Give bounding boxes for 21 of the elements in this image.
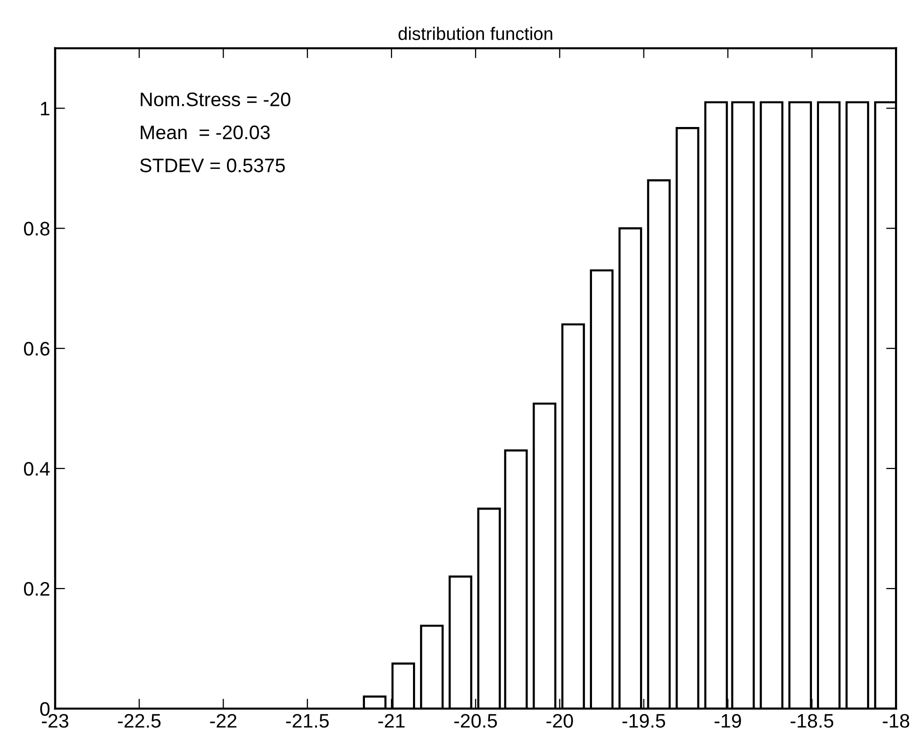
x-tick-label: -22.5 [118,714,161,728]
annotation: Nom.Stress = -20 [140,92,290,106]
x-tick-label: -20 [546,714,573,728]
x-tick-label: -19.5 [622,714,666,728]
y-tick-label: 0.4 [24,462,50,476]
y-tick-label: 0.6 [24,342,50,356]
x-tick-label: -20.5 [454,714,497,728]
y-tick-label: 0.8 [24,222,50,236]
x-tick-label: -19 [714,714,741,728]
x-tick-label: -18 [882,714,910,728]
y-tick-label: 0.2 [24,582,50,596]
y-tick-label: 0 [40,702,50,716]
x-tick-label: -21.5 [286,714,329,728]
annotation: Mean = -20.03 [140,126,270,140]
x-tick-label: -18.5 [790,714,834,728]
x-tick-label: -23 [42,714,68,728]
y-tick-label: 1 [40,102,50,116]
x-tick-label: -21 [378,714,405,728]
chart-title: distribution function [398,26,552,40]
annotation: STDEV = 0.5375 [140,158,285,172]
x-tick-label: -22 [210,714,236,728]
